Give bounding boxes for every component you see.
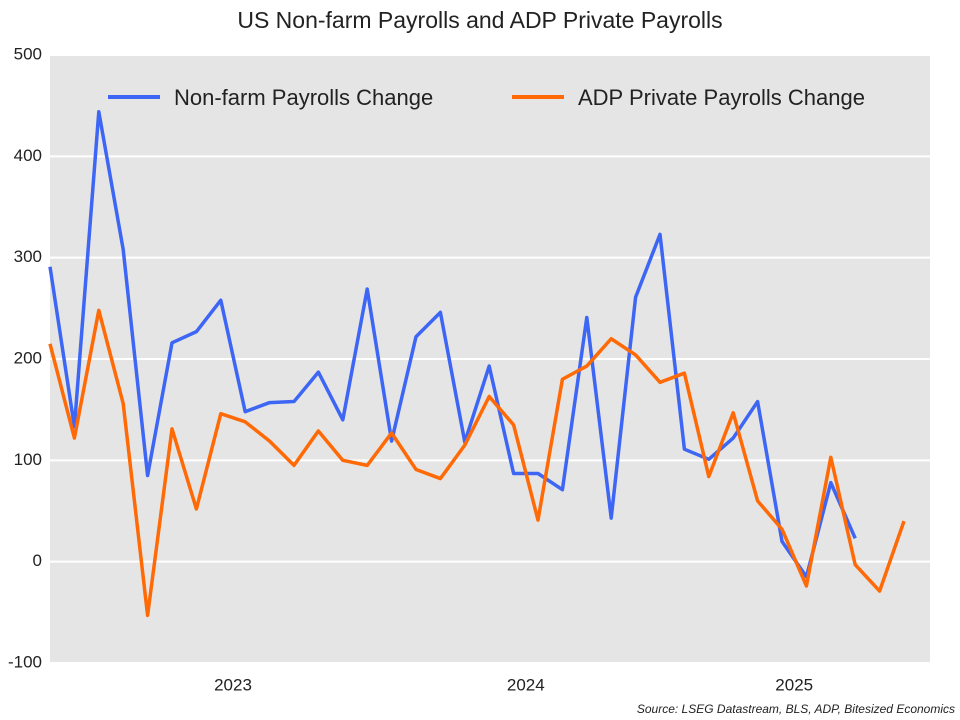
y-tick-label: 0 [33,551,42,570]
y-tick-label: 100 [14,450,42,469]
x-tick-label: 2024 [507,675,545,694]
y-tick-label: -100 [8,652,42,671]
y-tick-label: 300 [14,247,42,266]
x-tick-label: 2025 [775,675,813,694]
y-tick-label: 200 [14,348,42,367]
series-line [48,308,906,618]
legend-label: Non-farm Payrolls Change [174,85,433,110]
x-tick-label: 2023 [214,675,252,694]
y-tick-label: 500 [14,44,42,63]
legend-label: ADP Private Payrolls Change [578,85,865,110]
chart-title: US Non-farm Payrolls and ADP Private Pay… [237,7,722,33]
source-note: Source: LSEG Datastream, BLS, ADP, Bites… [637,702,955,716]
y-tick-label: 400 [14,146,42,165]
